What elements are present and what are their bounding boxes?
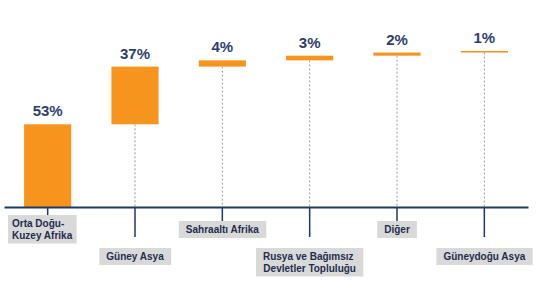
x-axis: Orta Doğu-Kuzey Afrika Güney Asya Sahraalt… — [5, 207, 533, 277]
tick: Sahraaltı Afrika — [179, 207, 266, 238]
bars — [24, 51, 508, 207]
bar — [286, 56, 333, 61]
connector — [222, 67, 223, 207]
connector — [484, 53, 485, 207]
tick-label: Güney Asya — [106, 251, 164, 262]
label-box — [179, 221, 266, 238]
bar — [461, 51, 508, 53]
tick-label: Orta Doğu-Kuzey Afrika — [12, 218, 73, 241]
data-label: 1% — [473, 29, 495, 46]
bar — [111, 67, 158, 125]
data-label: 53% — [33, 102, 63, 119]
label-box — [99, 248, 171, 265]
tick-label-line: Güney Asya — [106, 251, 164, 262]
connector — [135, 124, 136, 207]
tick-mark — [484, 207, 486, 237]
tick-label-line: Kuzey Afrika — [12, 230, 73, 241]
tick-mark — [134, 207, 136, 237]
tick-label-line: Sahraaltı Afrika — [186, 224, 259, 235]
connectors — [135, 53, 484, 207]
tick-label: Güneydoğu Asya — [443, 251, 525, 262]
tick-label: Rusya ve Bağımsız Devletler Topluluğu — [263, 251, 356, 274]
tick: Orta Doğu-Kuzey Afrika — [8, 207, 77, 244]
data-labels: 53% 37% 4% 3% 2% 1% — [33, 29, 496, 119]
data-label: 2% — [386, 31, 408, 48]
tick-label-line: Güneydoğu Asya — [443, 251, 525, 262]
tick: Güney Asya — [99, 207, 171, 265]
label-box — [8, 215, 77, 244]
tick-label: Sahraaltı Afrika — [186, 224, 259, 235]
chart: 53% 37% 4% 3% 2% 1% Orta Doğu-Kuzey Afrika Güne… — [0, 0, 549, 305]
tick: Güneydoğu Asya — [436, 207, 532, 265]
tick-label: Diğer — [384, 224, 410, 235]
bar — [199, 60, 246, 66]
data-label: 3% — [299, 34, 321, 51]
tick-label-line: Diğer — [384, 224, 410, 235]
bar — [24, 124, 71, 207]
tick: Rusya ve Bağımsız Devletler Topluluğu — [256, 207, 363, 277]
tick-label-line: Rusya ve Bağımsız — [263, 251, 356, 262]
axis-line — [5, 207, 529, 209]
data-label: 4% — [211, 38, 233, 55]
label-box — [377, 221, 417, 238]
data-label: 37% — [120, 45, 150, 62]
tick-mark — [309, 207, 311, 237]
label-box — [436, 248, 532, 265]
connector — [309, 60, 310, 207]
bar — [373, 53, 420, 56]
label-box — [256, 248, 363, 277]
connector — [397, 56, 398, 207]
tick-label-line: Devletler Topluluğu — [263, 263, 356, 274]
tick-label-line: Orta Doğu- — [12, 218, 64, 229]
tick: Diğer — [377, 207, 417, 238]
